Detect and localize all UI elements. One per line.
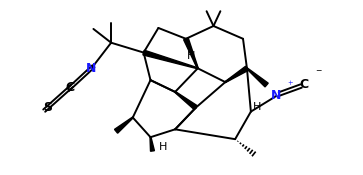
Text: $^-$: $^-$ — [314, 68, 323, 78]
Polygon shape — [225, 66, 248, 82]
Polygon shape — [150, 137, 154, 151]
Text: H: H — [159, 142, 167, 152]
Text: C: C — [299, 78, 309, 90]
Text: H: H — [253, 102, 261, 112]
Text: C: C — [65, 82, 74, 95]
Text: N: N — [86, 62, 97, 75]
Text: N: N — [271, 89, 282, 102]
Polygon shape — [184, 38, 198, 68]
Polygon shape — [246, 68, 268, 87]
Text: $^+$: $^+$ — [286, 80, 295, 90]
Text: S: S — [43, 101, 52, 114]
Polygon shape — [143, 50, 198, 69]
Text: H: H — [187, 51, 195, 61]
Polygon shape — [114, 117, 133, 133]
Polygon shape — [175, 92, 197, 110]
